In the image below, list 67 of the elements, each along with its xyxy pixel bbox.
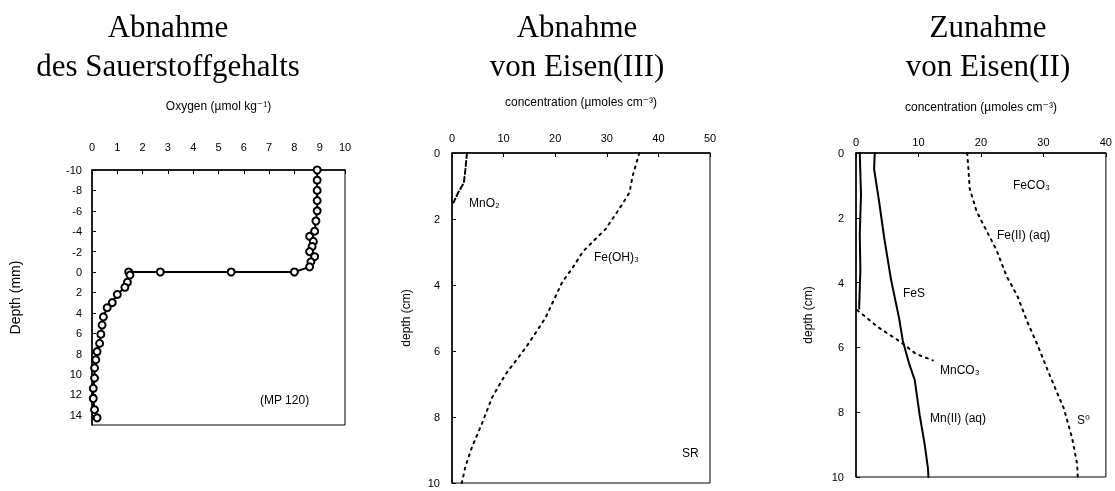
y-tick-label: 6 (75, 327, 82, 340)
x-tick-label: 0 (448, 131, 456, 144)
y-tick-label: 10 (69, 368, 82, 380)
x-axis-title: Oxygen (µmol kg⁻¹) (165, 99, 272, 113)
annotation: Fe(OH)₃ (594, 250, 639, 264)
x-axis-title: concentration (µmoles cm⁻³) (904, 100, 1057, 114)
y-tick-label: 4 (75, 306, 82, 319)
y-tick-label: 0 (75, 266, 82, 278)
y-tick-label: 8 (837, 406, 844, 419)
annotation: (MP 120) (260, 393, 310, 407)
annotation: MnCO₃ (940, 363, 980, 377)
x-tick-label: 20 (549, 131, 562, 144)
chart-title: Zunahme (929, 8, 1047, 44)
annotation: FeCO₃ (1013, 178, 1050, 192)
x-tick-label: 0 (852, 135, 860, 148)
x-tick-label: 20 (974, 135, 988, 148)
chart-title: Abnahme (107, 8, 229, 44)
chart-subtitle: von Eisen(III) (489, 47, 665, 83)
x-tick-label: 10 (912, 135, 925, 148)
x-tick-label: 4 (190, 140, 197, 153)
annotation: S⁰ (1077, 413, 1090, 427)
y-tick-label: 12 (69, 388, 82, 401)
x-tick-label: 2 (139, 140, 146, 153)
y-tick-label: 4 (433, 279, 440, 291)
annotation: FeS (903, 286, 926, 300)
x-tick-label: 8 (291, 140, 298, 153)
y-tick-label: -8 (72, 184, 82, 197)
x-tick-label: 1 (114, 140, 121, 153)
x-tick-label: 6 (240, 140, 247, 153)
x-tick-label: 7 (266, 140, 273, 153)
y-axis-title: depth (cm) (399, 289, 413, 347)
y-axis-title: Depth (mm) (7, 260, 23, 335)
y-tick-label: 14 (69, 408, 82, 421)
y-tick-label: 6 (837, 341, 844, 354)
y-tick-label: 8 (433, 411, 440, 423)
y-tick-label: 10 (427, 477, 440, 489)
x-tick-label: 3 (164, 140, 171, 153)
y-tick-label: -2 (72, 245, 82, 258)
y-tick-label: -4 (72, 225, 82, 238)
x-tick-label: 30 (1037, 135, 1050, 148)
y-tick-label: 2 (75, 286, 82, 299)
chart-subtitle: des Sauerstoffgehalts (36, 47, 300, 83)
x-tick-label: 9 (316, 140, 323, 153)
y-tick-label: 10 (831, 471, 844, 483)
x-tick-label: 50 (703, 131, 717, 144)
y-tick-label: -6 (72, 204, 82, 217)
x-tick-label: 40 (652, 131, 665, 144)
annotation: SR (682, 446, 699, 460)
y-tick-label: 6 (433, 345, 440, 357)
x-axis-title: concentration (µmoles cm⁻³) (505, 95, 657, 109)
y-tick-label: -10 (66, 164, 82, 176)
y-tick-label: 4 (837, 276, 844, 289)
chart-subtitle: von Eisen(II) (905, 47, 1071, 83)
x-tick-label: 10 (338, 140, 352, 153)
x-tick-label: 40 (1099, 135, 1113, 148)
annotation: MnO₂ (469, 196, 500, 210)
x-tick-label: 10 (497, 131, 510, 144)
annotation: Mn(II) (aq) (930, 411, 987, 425)
y-tick-label: 2 (837, 211, 844, 224)
x-tick-label: 5 (215, 140, 222, 153)
y-tick-label: 2 (433, 213, 440, 225)
y-tick-label: 8 (75, 347, 82, 360)
annotation: Fe(II) (aq) (997, 228, 1051, 242)
y-axis-title: depth (cm) (801, 286, 815, 344)
x-tick-label: 0 (88, 140, 96, 153)
x-tick-label: 30 (600, 131, 613, 144)
chart-title: Abnahme (516, 8, 638, 44)
